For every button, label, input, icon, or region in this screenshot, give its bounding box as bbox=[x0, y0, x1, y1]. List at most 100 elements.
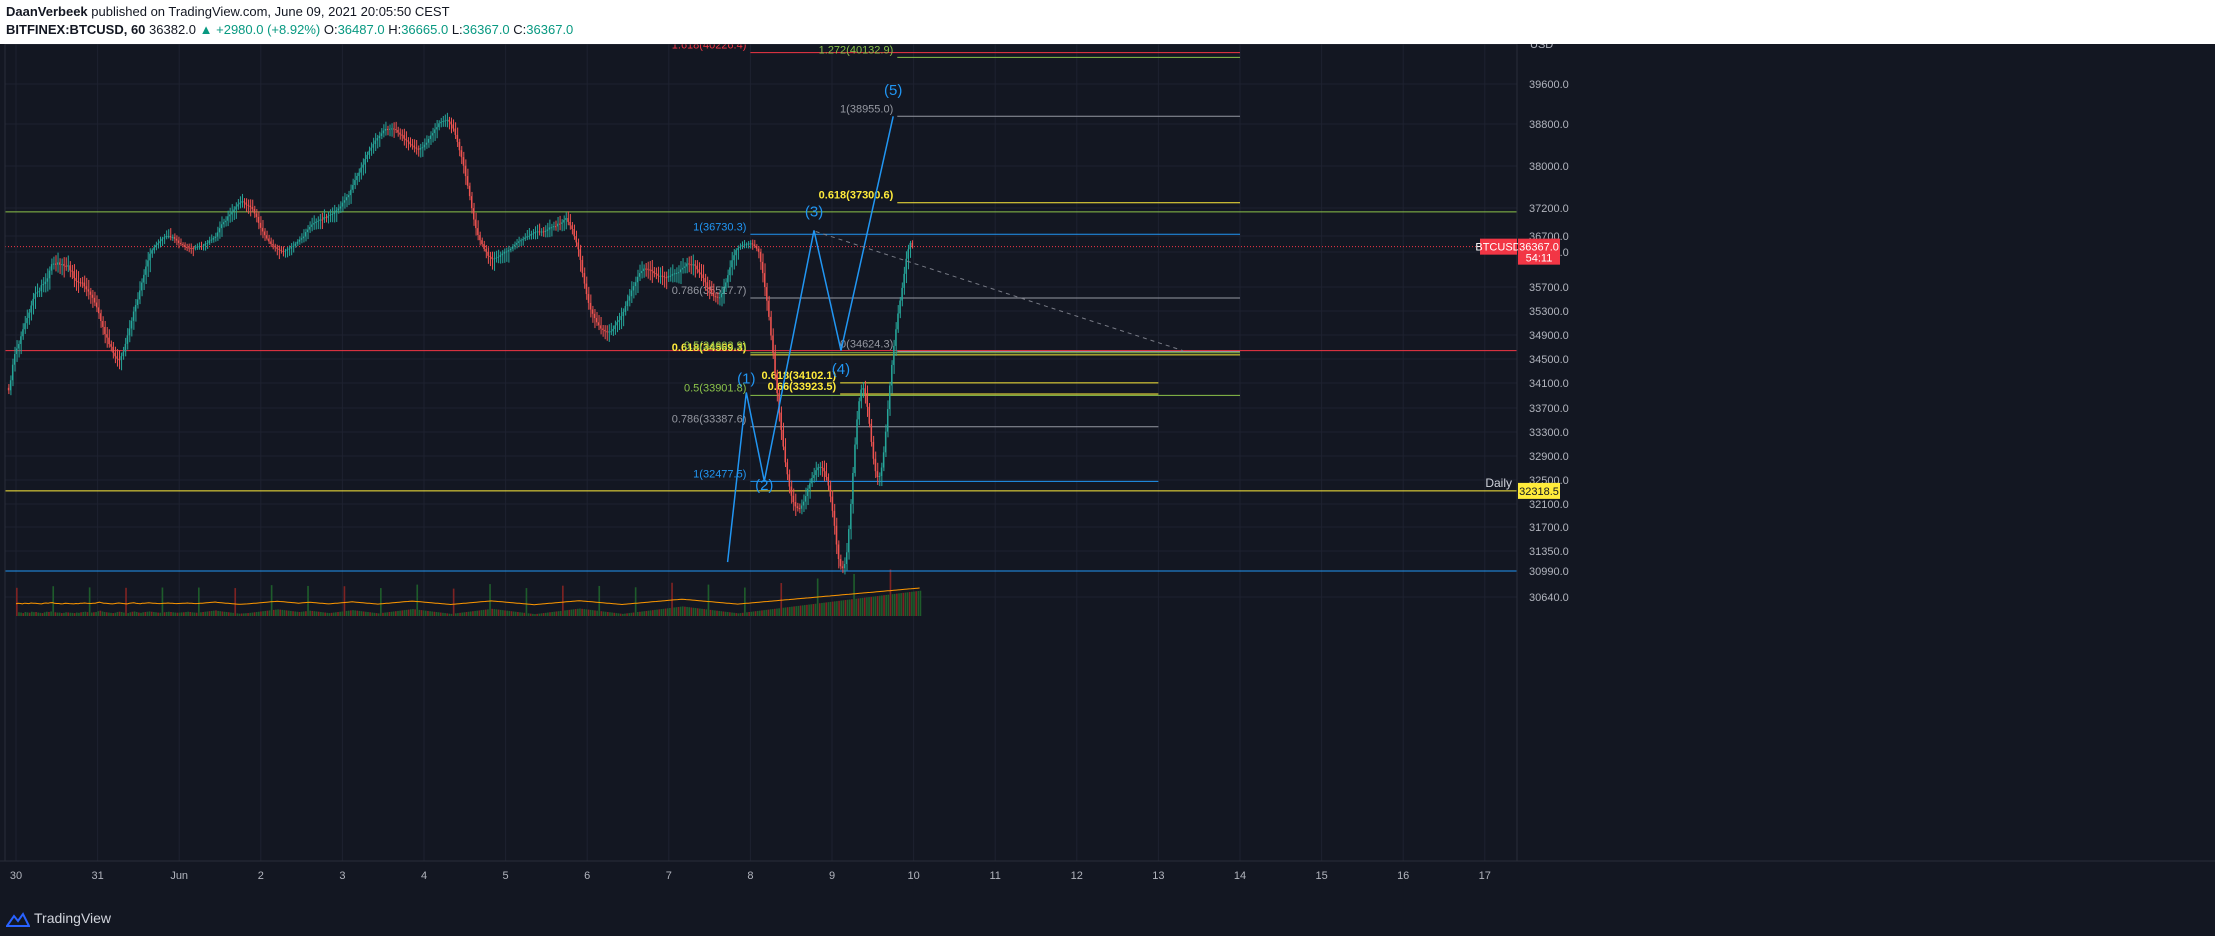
volume-bar bbox=[647, 610, 650, 616]
candle-body bbox=[489, 255, 491, 257]
volume-bar bbox=[748, 612, 750, 616]
volume-bar bbox=[506, 610, 508, 616]
grid-lines bbox=[5, 44, 1517, 861]
y-tick-label: 34900.0 bbox=[1529, 330, 1569, 342]
candle-body bbox=[206, 243, 209, 245]
candle-body bbox=[786, 462, 788, 475]
candle-body bbox=[618, 320, 620, 323]
candle-body bbox=[659, 275, 661, 277]
tradingview-logo-icon[interactable] bbox=[6, 912, 30, 928]
candle-body bbox=[770, 316, 772, 336]
candle-body bbox=[784, 446, 786, 463]
candle-body bbox=[882, 452, 885, 468]
x-tick-label: 8 bbox=[747, 870, 753, 882]
y-tick-label: 30640.0 bbox=[1529, 592, 1569, 604]
candle-body bbox=[417, 148, 420, 150]
volume-bar bbox=[390, 611, 393, 616]
y-tick-label: 38800.0 bbox=[1529, 119, 1569, 131]
candle-body bbox=[616, 322, 618, 326]
volume-bar bbox=[808, 604, 810, 616]
volume-bar bbox=[58, 612, 61, 616]
volume-bar bbox=[418, 609, 421, 616]
volume-bar bbox=[579, 608, 581, 616]
candle-body bbox=[362, 164, 364, 168]
volume-bar bbox=[125, 587, 127, 616]
volume-bar bbox=[230, 612, 232, 616]
volume-bar bbox=[701, 608, 703, 616]
volume-bar bbox=[206, 611, 209, 616]
candle-body bbox=[204, 243, 207, 246]
candle-body bbox=[554, 226, 557, 228]
candle-body bbox=[911, 242, 913, 247]
volume-bar bbox=[208, 611, 211, 616]
elliott-wave[interactable]: (1) (2) (3) (4) (5) bbox=[726, 82, 1184, 563]
volume-bar bbox=[290, 610, 292, 616]
volume-bar bbox=[861, 597, 864, 616]
x-tick-label: 13 bbox=[1152, 870, 1164, 882]
candle-body bbox=[735, 250, 737, 256]
fib-level-label: 1(38955.0) bbox=[840, 103, 893, 115]
volume-bar bbox=[763, 610, 765, 616]
volume-bar bbox=[236, 613, 239, 616]
candle-body bbox=[561, 222, 563, 224]
candle-body bbox=[38, 291, 41, 293]
volume-bar bbox=[255, 612, 258, 616]
volume-bar bbox=[589, 609, 592, 616]
candle-body bbox=[348, 195, 350, 198]
symbol-name[interactable]: BITFINEX:BTCUSD, 60 bbox=[6, 22, 146, 37]
fib-level-label: 1(32477.5) bbox=[693, 468, 746, 480]
y-tick-label: 32100.0 bbox=[1529, 499, 1569, 511]
volume-bar bbox=[178, 612, 181, 616]
candle-body bbox=[581, 259, 584, 274]
candle-body bbox=[880, 467, 883, 476]
volume-bar bbox=[266, 610, 269, 616]
volume-bar bbox=[437, 612, 440, 616]
candle-body bbox=[118, 358, 120, 361]
candle-body bbox=[442, 121, 444, 122]
volume-bar bbox=[245, 613, 247, 616]
x-tick-label: 30 bbox=[10, 870, 22, 882]
wave-path[interactable] bbox=[726, 116, 894, 563]
trend-line[interactable] bbox=[815, 231, 1184, 352]
candle-body bbox=[702, 274, 704, 279]
candle-body bbox=[63, 264, 65, 266]
price-chart[interactable]: 1.618(40226.4) 1.272(40132.9) 1(38955.0) 0.… bbox=[0, 44, 2215, 903]
candle-body bbox=[116, 356, 118, 359]
candle-body bbox=[251, 207, 254, 210]
volume-bar bbox=[705, 609, 708, 616]
candle-body bbox=[120, 356, 122, 361]
close-label: C: bbox=[513, 22, 527, 37]
candle-body bbox=[720, 293, 723, 298]
volume-bar bbox=[645, 610, 648, 616]
candle-body bbox=[712, 292, 715, 297]
candle-body bbox=[757, 248, 760, 252]
volume-bar bbox=[277, 609, 279, 616]
candle-body bbox=[813, 475, 815, 479]
candle-body bbox=[67, 265, 69, 267]
candle-body bbox=[270, 241, 272, 245]
candle-body bbox=[700, 272, 702, 275]
horizontal-lines[interactable] bbox=[5, 211, 1517, 572]
candle-body bbox=[481, 240, 483, 245]
candle-body bbox=[395, 129, 397, 131]
candle-body bbox=[335, 210, 338, 213]
volume-bar bbox=[756, 610, 759, 616]
volume-bar bbox=[872, 596, 875, 616]
candle-body bbox=[759, 251, 762, 262]
volume-bar bbox=[851, 599, 853, 616]
author-name[interactable]: DaanVerbeek bbox=[6, 4, 88, 19]
candle-body bbox=[421, 147, 424, 149]
candle-body bbox=[81, 282, 84, 284]
fib-levels[interactable]: 1.618(40226.4) 1.272(40132.9) 1(38955.0) 0.… bbox=[672, 44, 1240, 482]
volume-bar bbox=[774, 608, 776, 616]
volume-bar bbox=[294, 611, 297, 616]
candle-body bbox=[612, 329, 614, 332]
volume-bar bbox=[285, 610, 288, 616]
y-tick-label: 31350.0 bbox=[1529, 546, 1569, 558]
candle-body bbox=[171, 237, 174, 239]
brand-name[interactable]: TradingView bbox=[34, 910, 112, 926]
candle-body bbox=[223, 222, 225, 225]
volume-bar bbox=[234, 588, 237, 616]
volume-bar bbox=[414, 609, 416, 616]
